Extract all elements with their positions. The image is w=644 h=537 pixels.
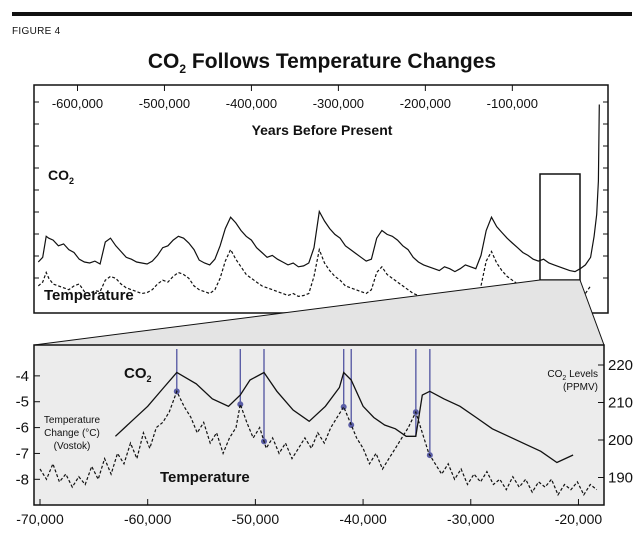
overview-plot-frame	[33, 84, 609, 314]
inset-temperature-label: Temperature	[160, 469, 250, 486]
inset-left-axis-title-line-2: Change (°C)	[44, 428, 100, 439]
overview-co2-label-subscript: 2	[69, 176, 74, 186]
inset-right-axis-title: CO2 Levels (PPMV)	[547, 369, 598, 393]
inset-left-y-axis: -4 -5 -6 -7 -8	[16, 368, 40, 488]
overview-x-tick-label: -500,000	[139, 96, 190, 111]
inset-right-axis-title-subscript: 2	[562, 375, 566, 382]
inset-x-tick-label: -70,000	[16, 511, 64, 527]
inset-left-tick-label: -6	[16, 420, 29, 437]
chart-title: CO2 Follows Temperature Changes	[0, 50, 644, 76]
inset-right-axis-title-line-1: CO2 Levels	[547, 369, 598, 382]
inset-co2-label-main: CO	[124, 365, 147, 382]
figure-label: FIGURE 4	[12, 26, 61, 37]
inset-x-tick-label: -60,000	[124, 511, 172, 527]
inset-x-tick-label: -50,000	[232, 511, 280, 527]
inset-series	[39, 371, 598, 497]
inset-x-tick-label: -40,000	[339, 511, 387, 527]
overview-x-tick-label: -400,000	[226, 96, 277, 111]
inset-right-axis-title-rest: Levels	[566, 369, 598, 380]
figure-top-rule	[12, 12, 632, 16]
inset-left-axis-title: Temperature Change (°C) (Vostok)	[44, 415, 101, 452]
chart-title-subscript: 2	[179, 62, 187, 77]
overview-temperature-line	[37, 247, 592, 303]
overview-temperature-label: Temperature	[44, 287, 134, 304]
inset-right-axis-title-main: CO	[547, 369, 562, 380]
chart-title-rest: Follows Temperature Changes	[186, 50, 497, 73]
overview-x-axis: -600,000 -500,000 -400,000 -300,000 -200,000…	[34, 85, 608, 279]
inset-right-tick-label: 210	[608, 395, 633, 412]
inset-left-tick-label: -7	[16, 445, 29, 462]
overview-series	[37, 104, 600, 303]
overview-x-tick-label: -300,000	[313, 96, 364, 111]
overview-x-tick-label: -600,000	[52, 96, 103, 111]
inset-left-tick-label: -4	[16, 368, 29, 385]
inset-marker-dot	[237, 401, 244, 408]
inset-left-axis-title-line-3: (Vostok)	[54, 441, 91, 452]
overview-x-axis-label: Years Before Present	[252, 122, 393, 138]
overview-co2-label: CO2	[48, 167, 74, 186]
overview-x-tick-label: -100,000	[487, 96, 538, 111]
inset-co2-label-subscript: 2	[147, 374, 152, 384]
inset-marker-dot	[340, 403, 347, 410]
inset-x-axis: -70,000 -60,000 -50,000 -40,000 -30,000 -20,0…	[16, 499, 602, 527]
overview-x-tick-label: -200,000	[400, 96, 451, 111]
chart-title-main: CO	[147, 50, 180, 73]
inset-right-tick-label: 190	[608, 470, 633, 487]
inset-right-tick-label: 220	[608, 357, 633, 374]
inset-left-axis-title-line-1: Temperature	[44, 415, 101, 426]
inset-right-y-axis: 220 210 200 190	[598, 357, 633, 487]
inset-left-tick-label: -5	[16, 394, 29, 411]
inset-right-axis-title-line-2: (PPMV)	[563, 382, 598, 393]
inset-right-tick-label: 200	[608, 432, 633, 449]
inset-marker-dot	[348, 422, 355, 428]
overview-co2-label-main: CO	[48, 167, 69, 183]
inset-plot-frame	[33, 344, 605, 506]
inset-co2-line	[114, 371, 574, 464]
inset-left-tick-label: -8	[16, 471, 29, 488]
overview-co2-line	[37, 104, 600, 273]
inset-co2-label: CO2	[124, 365, 152, 384]
inset-x-tick-label: -20,000	[555, 511, 603, 527]
inset-temperature-line	[39, 389, 598, 497]
inset-x-tick-label: -30,000	[447, 511, 495, 527]
